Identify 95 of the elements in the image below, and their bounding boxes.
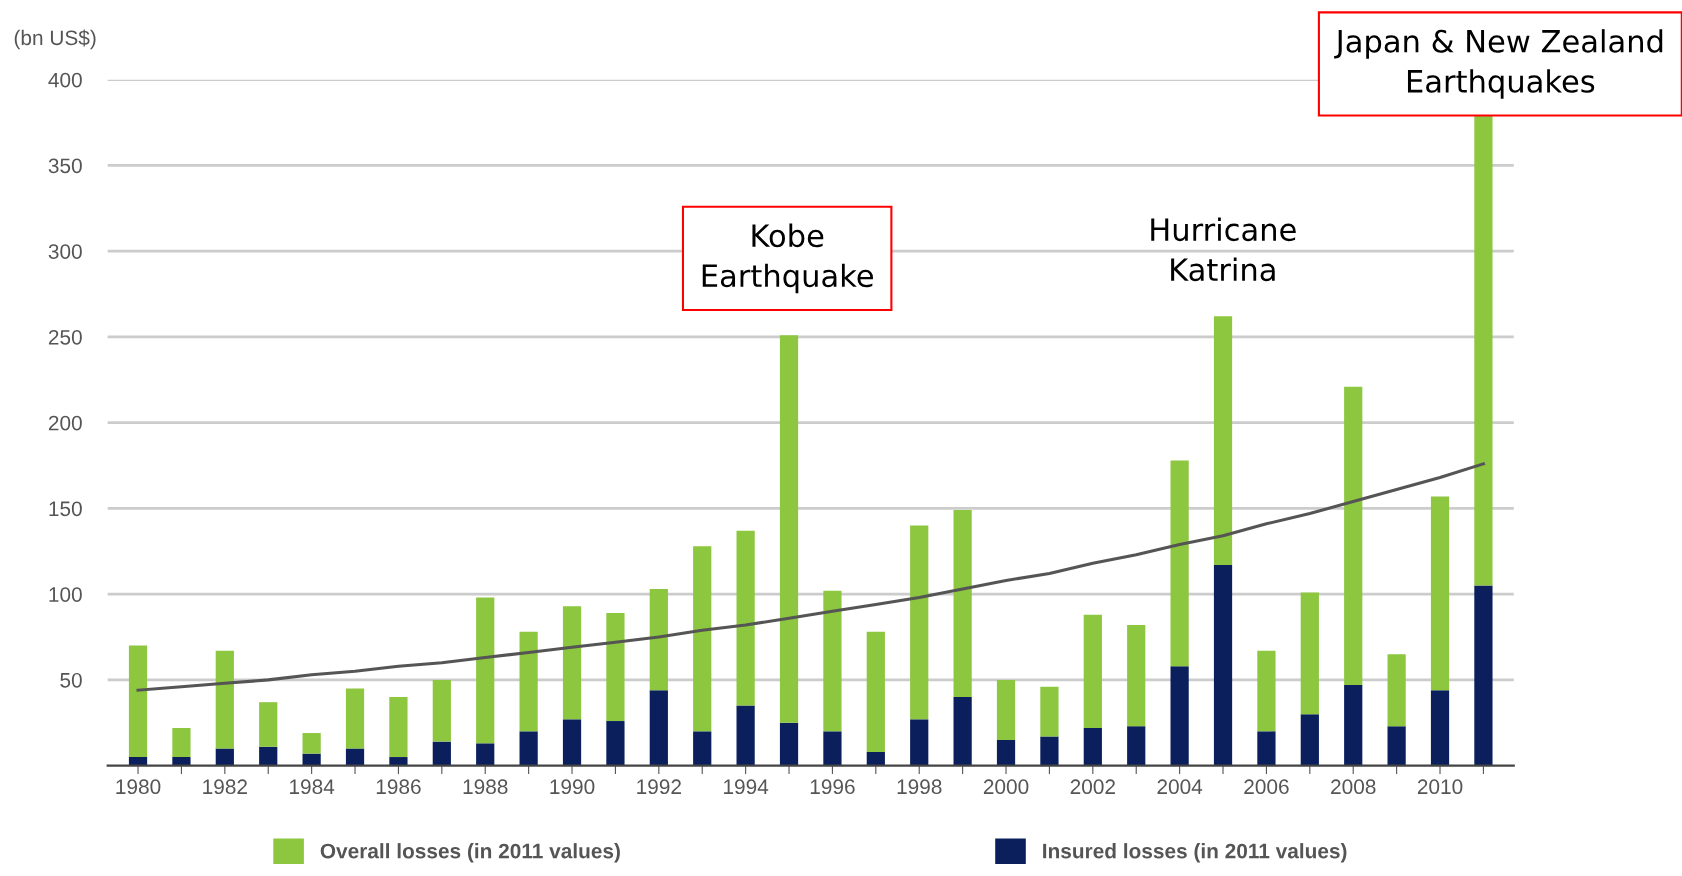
annotation: Japan & New Zealand Earthquakes (1334, 29, 1663, 99)
bar (1257, 731, 1276, 766)
bar (215, 650, 234, 749)
bar (215, 748, 234, 766)
bar (1127, 726, 1146, 766)
bar (779, 722, 799, 766)
x-tick-label: 2010 (1417, 779, 1463, 795)
bar (736, 530, 755, 706)
x-tick-label: 1998 (897, 779, 942, 795)
bar (823, 590, 842, 732)
bar (1170, 460, 1189, 667)
bar (476, 743, 495, 766)
bar (866, 631, 885, 752)
bar (953, 510, 972, 698)
bar (302, 733, 321, 754)
bar (345, 688, 365, 749)
bar (1257, 650, 1276, 732)
bar (128, 645, 148, 758)
y-tick-label: 50 (60, 672, 82, 688)
bar (606, 613, 625, 722)
bar (1083, 614, 1102, 728)
bar (1474, 585, 1493, 766)
bar (432, 741, 451, 766)
bar (1040, 736, 1059, 766)
x-tick-label: 2006 (1244, 779, 1289, 795)
x-tick-label: 1996 (810, 779, 855, 795)
bar (1127, 625, 1146, 727)
bar (389, 697, 408, 758)
y-tick-label: 300 (48, 244, 82, 259)
x-tick-label: 2008 (1331, 779, 1376, 795)
y-axis-title: (bn US$) (14, 29, 96, 50)
x-tick-label: 1988 (463, 779, 508, 795)
x-tick-label: 2000 (983, 779, 1029, 795)
bar (519, 631, 538, 732)
bar (562, 606, 582, 720)
bar (1430, 690, 1450, 766)
bar (1213, 565, 1233, 766)
y-tick-label: 100 (49, 587, 82, 602)
bar (779, 335, 799, 723)
y-tick-label: 250 (48, 329, 82, 345)
bar (172, 757, 191, 766)
bar (519, 731, 538, 766)
bar (1387, 726, 1406, 766)
bar (649, 690, 668, 766)
y-tick-label: 200 (48, 415, 82, 431)
legend-label: Overall losses (in 2011 values) (320, 843, 620, 863)
x-tick-label: 1990 (550, 779, 595, 795)
bar (823, 731, 842, 766)
legend-label: Insured losses (in 2011 values) (1043, 843, 1347, 863)
bar (693, 731, 712, 766)
annotation: Kobe Earthquake (702, 223, 873, 294)
bar (1344, 685, 1363, 766)
x-tick-label: 1984 (290, 779, 335, 795)
bar (172, 727, 191, 758)
bar (1040, 686, 1059, 737)
y-tick-label: 150 (49, 501, 82, 517)
bar (649, 589, 668, 691)
bar (1300, 714, 1319, 766)
bar (259, 746, 278, 766)
x-tick-label: 1980 (116, 779, 161, 795)
annotation: Hurricane Katrina (1151, 217, 1296, 282)
bar (1213, 316, 1233, 565)
bar (910, 719, 929, 766)
bar (1430, 496, 1450, 691)
x-tick-label: 1992 (637, 779, 681, 795)
x-tick-label: 1982 (203, 779, 247, 795)
y-tick-label: 400 (48, 72, 82, 88)
bar (866, 751, 885, 766)
bar (1170, 666, 1189, 766)
x-tick-label: 2002 (1070, 779, 1115, 795)
bar (562, 719, 582, 766)
bar (693, 546, 712, 732)
bar (996, 739, 1016, 766)
bar (1474, 114, 1493, 586)
bar (996, 679, 1016, 740)
bar (1300, 592, 1319, 715)
bar (302, 753, 321, 766)
x-tick-label: 1986 (376, 779, 421, 795)
bar (910, 525, 929, 720)
bar (389, 757, 408, 766)
bar (476, 597, 495, 744)
x-tick-label: 2004 (1157, 779, 1203, 795)
bar (1344, 386, 1363, 686)
bar (1387, 654, 1406, 727)
bar (432, 679, 451, 742)
y-tick-label: 350 (48, 158, 82, 174)
line-series (136, 462, 1485, 692)
bar (259, 702, 278, 747)
x-tick-label: 1994 (724, 779, 769, 795)
bar (736, 705, 755, 766)
bar (953, 697, 972, 766)
bar (606, 721, 625, 766)
bar (345, 748, 365, 766)
bar (128, 757, 148, 766)
bar (1083, 727, 1102, 766)
